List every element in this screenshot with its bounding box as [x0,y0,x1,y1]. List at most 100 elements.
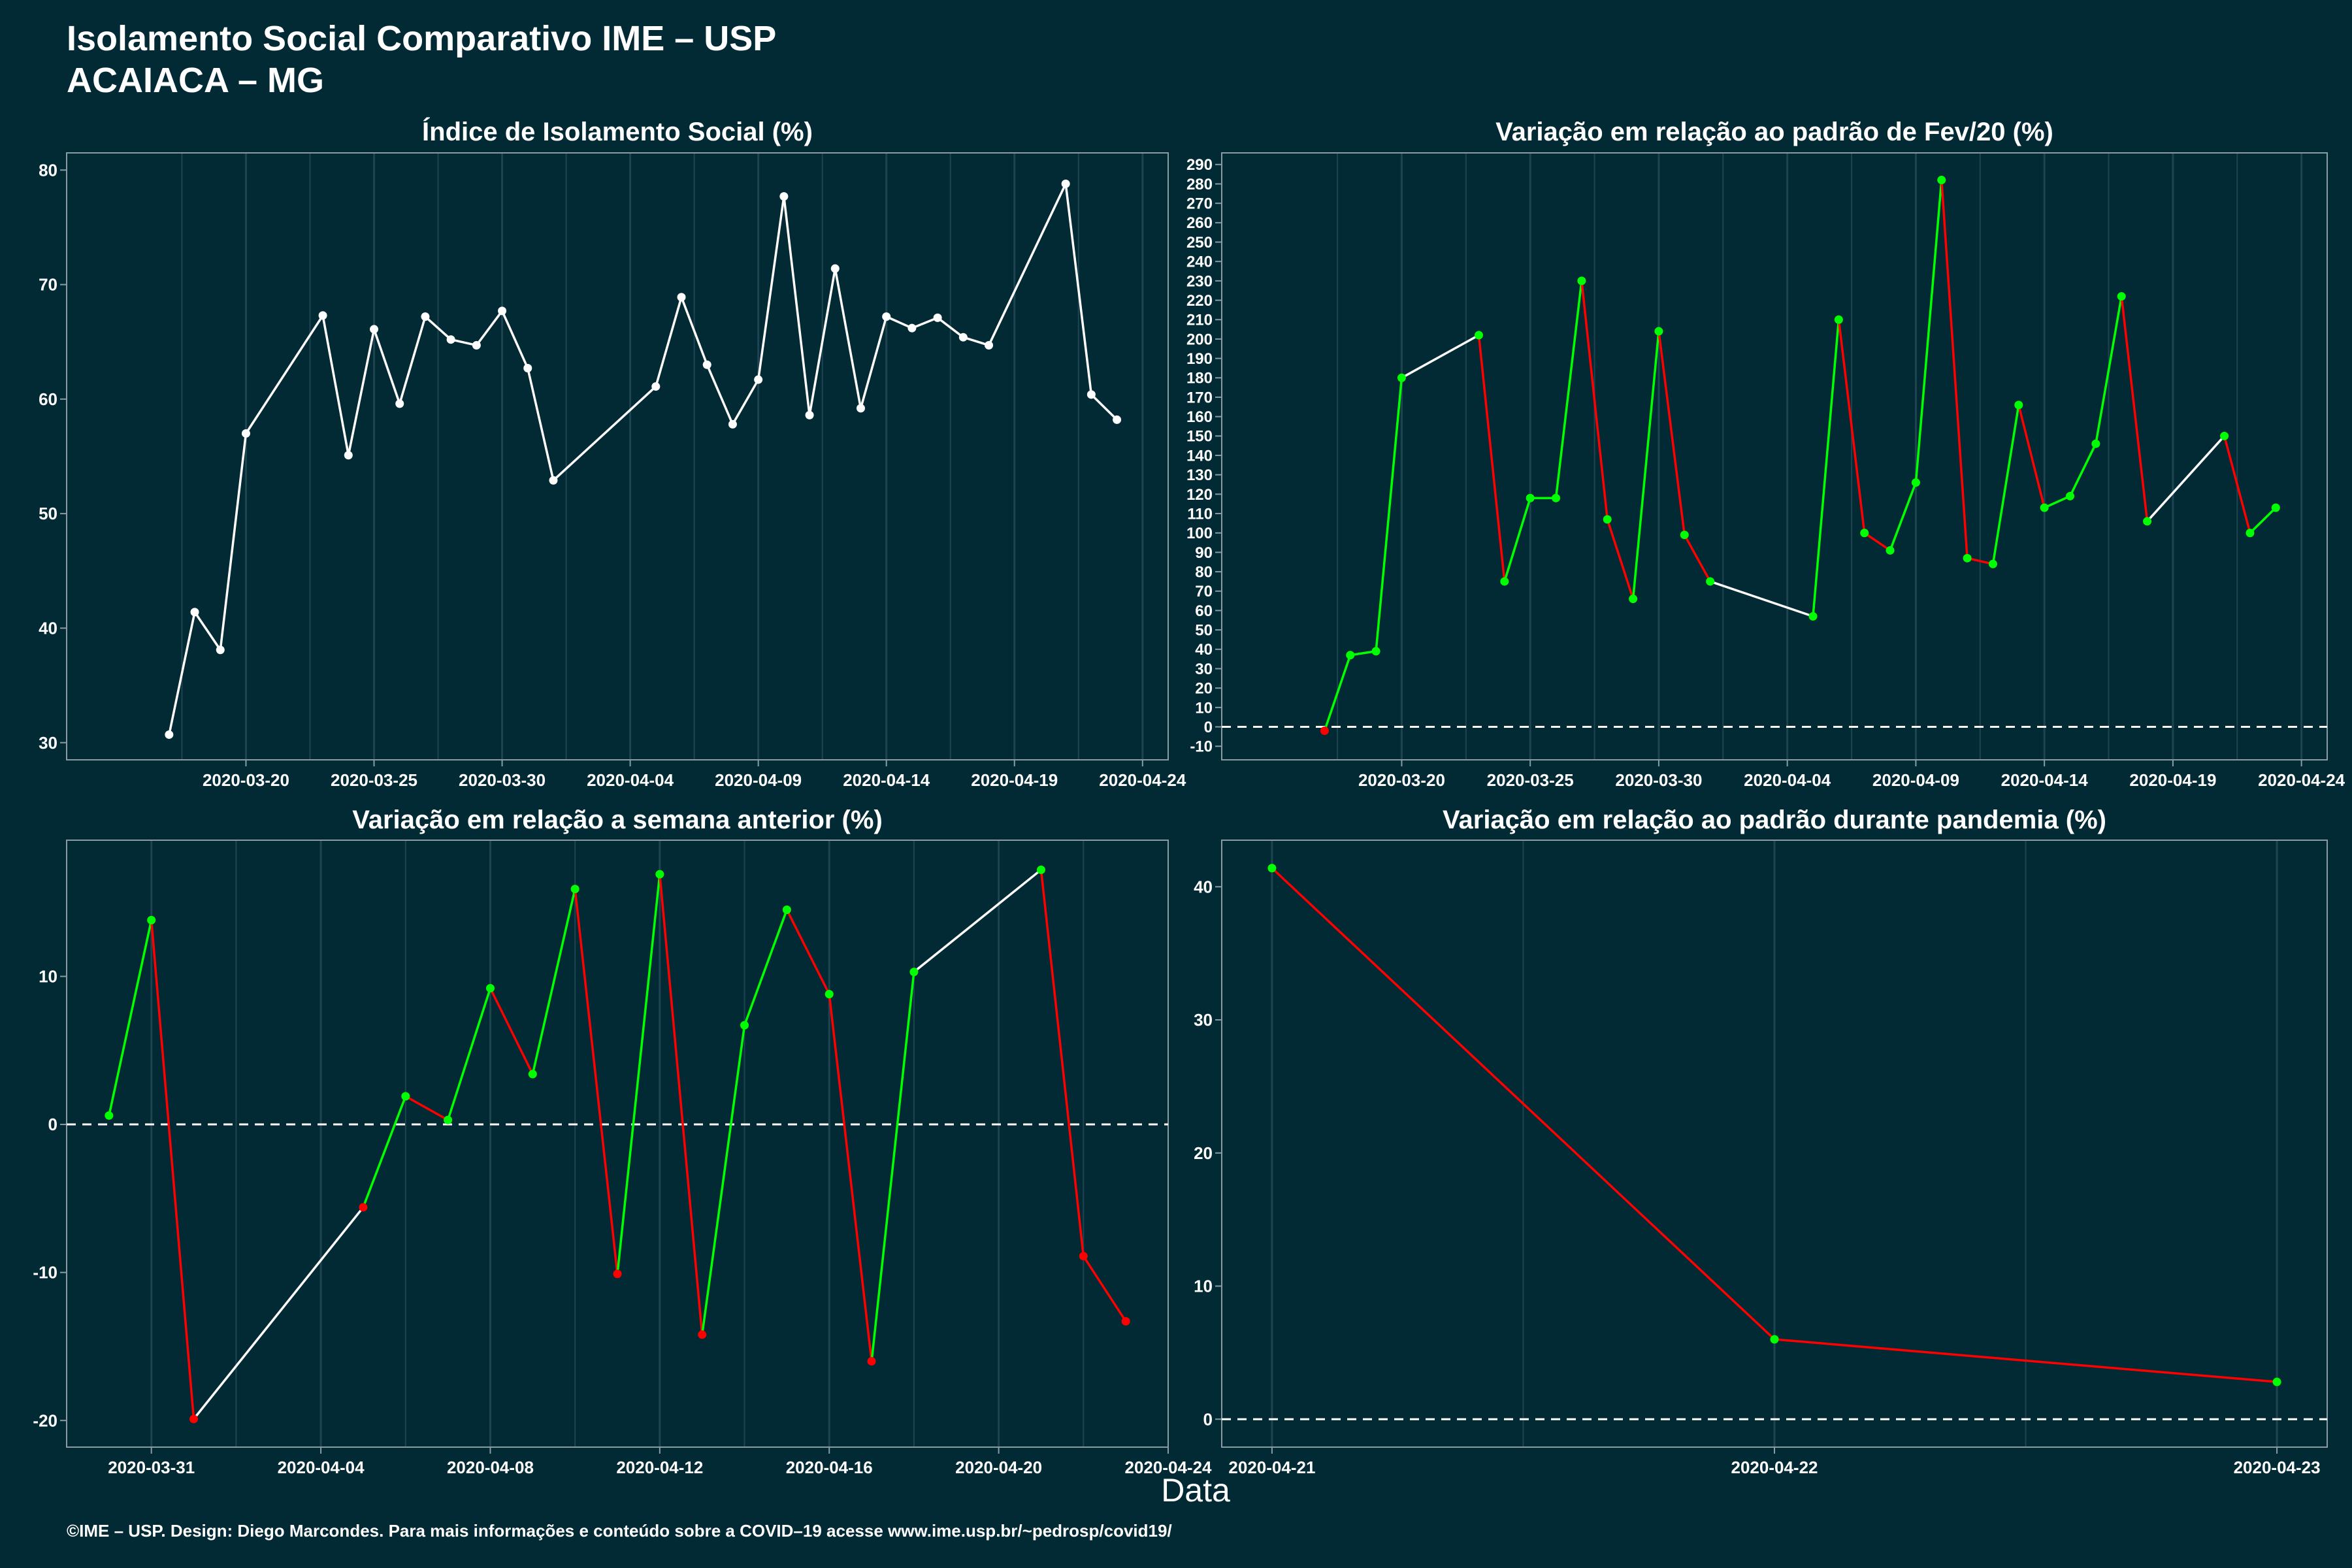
series-segment [680,297,708,365]
series-segment [808,268,837,416]
x-tick-label: 2020-04-24 [2258,770,2345,790]
x-tick-label: 2020-04-09 [715,770,802,790]
series-segment [531,889,576,1075]
data-point [933,313,942,322]
data-point [1860,529,1869,538]
data-point [2246,529,2255,538]
data-point [985,340,994,350]
x-tick-label: 2020-04-22 [1731,1458,1818,1477]
y-tick-label: 280 [1186,176,1213,193]
data-point [728,419,737,429]
series-segment [2044,495,2071,509]
series-segment [616,874,661,1275]
y-tick-label: 10 [39,967,57,987]
series-segment [150,920,195,1420]
series-segment [574,889,619,1275]
data-point [698,1330,707,1339]
y-tick-label: 240 [1186,253,1213,271]
plot-frame [66,840,1169,1448]
series-segment [450,338,477,347]
data-point [1654,327,1663,336]
data-point [1834,315,1843,324]
series-segment [446,988,492,1120]
data-point [1371,647,1380,656]
y-tick-label: 40 [1195,641,1213,659]
series-segment [1090,393,1118,421]
series-segment [1940,180,1968,559]
data-point [2143,517,2152,526]
series-segment [1039,870,1085,1256]
y-tick-label: 10 [1195,699,1213,717]
data-point [830,264,840,273]
series-segment [757,196,785,380]
series-segment [193,1206,365,1420]
series-segment [1863,532,1891,551]
series-segment [834,268,862,409]
page-title: Isolamento Social Comparativo IME – USP [67,19,777,58]
series-segment [870,972,915,1362]
y-tick-label: 70 [1195,583,1213,600]
y-tick-label: 140 [1186,447,1213,465]
y-tick-label: 20 [1194,1143,1213,1163]
y-tick-label: -10 [33,1263,57,1282]
data-point [1346,651,1355,660]
series-segment [1503,497,1531,582]
y-tick-label: 160 [1186,408,1213,426]
data-point [1061,179,1070,188]
data-point [1036,865,1045,874]
data-point [1706,577,1715,586]
data-point [1500,577,1509,586]
series-segment [706,364,734,425]
y-tick-label: 0 [48,1115,57,1134]
data-point [1937,176,1946,185]
y-tick-label: 30 [39,733,57,753]
data-point [1770,1335,1779,1344]
data-point [485,984,495,993]
data-point [882,312,891,321]
y-tick-label: 50 [1195,622,1213,640]
data-point [856,404,865,413]
data-point [1121,1316,1130,1326]
y-tick-label: 210 [1186,312,1213,329]
x-tick-label: 2020-04-09 [1872,770,1959,790]
data-point [216,645,225,655]
data-point [165,730,174,739]
data-point [2220,431,2229,440]
data-point [2091,439,2100,448]
y-tick-label: 60 [1195,602,1213,620]
data-point [825,990,834,999]
y-tick-label: -10 [1190,738,1213,756]
series-segment [552,385,657,482]
panel-title: Índice de Isolamento Social (%) [422,117,813,146]
x-tick-label: 2020-04-24 [1125,1458,1213,1477]
data-point [1988,559,1997,568]
y-tick-label: 260 [1186,214,1213,232]
data-point [1267,864,1277,873]
y-tick-label: 120 [1186,486,1213,504]
data-point [472,340,481,350]
data-point [2271,503,2280,512]
x-tick-label: 2020-04-21 [1228,1458,1315,1477]
series-segment [1889,482,1918,551]
series-segment [399,316,427,404]
series-segment [828,994,873,1362]
series-segment [362,1096,407,1208]
y-tick-label: 100 [1186,525,1213,542]
plot-frame [66,152,1169,760]
x-tick-label: 2020-04-14 [2001,770,2089,790]
x-tick-label: 2020-04-24 [1099,770,1186,790]
data-point [359,1203,368,1212]
series-segment [1812,319,1840,617]
series-segment [1554,280,1583,498]
series-segment [404,1095,449,1121]
series-segment [1606,519,1635,600]
x-tick-label: 2020-04-20 [955,1458,1042,1477]
series-segment [500,310,529,369]
series-segment [2017,404,2046,508]
data-point [105,1111,114,1120]
series-segment [2223,435,2251,534]
series-segment [1683,534,1712,582]
x-tick-label: 2020-04-19 [971,770,1058,790]
data-point [1397,373,1406,382]
